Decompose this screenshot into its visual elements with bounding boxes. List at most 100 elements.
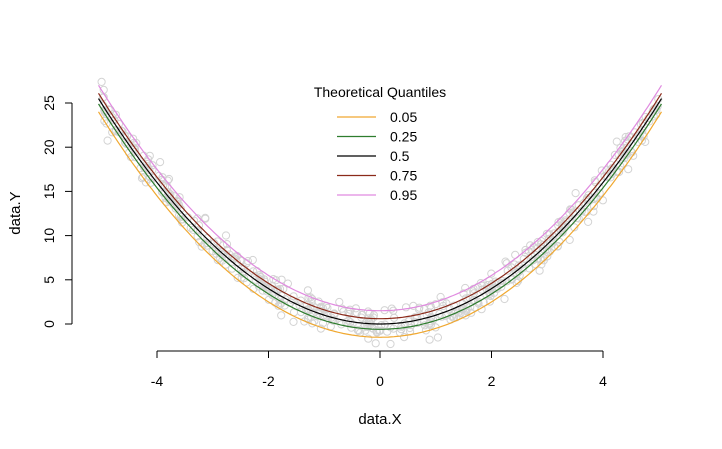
data-point bbox=[300, 317, 309, 326]
data-point bbox=[175, 193, 184, 202]
data-point bbox=[195, 238, 204, 247]
data-point bbox=[565, 217, 574, 226]
data-point bbox=[442, 299, 451, 308]
data-point bbox=[589, 202, 599, 211]
data-point bbox=[412, 313, 421, 322]
data-point bbox=[458, 299, 467, 308]
data-point bbox=[414, 305, 423, 314]
data-point bbox=[473, 297, 483, 306]
data-point bbox=[450, 301, 459, 310]
x-tick-label-3: 2 bbox=[488, 373, 496, 389]
y-tick-label-4: 20 bbox=[41, 139, 57, 155]
y-tick-label-0: 0 bbox=[41, 320, 57, 328]
data-point bbox=[400, 333, 409, 342]
y-tick-label-1: 5 bbox=[41, 276, 57, 284]
data-point bbox=[570, 223, 579, 232]
data-point bbox=[629, 151, 638, 160]
quantile-curve-0.95 bbox=[97, 84, 663, 312]
data-point bbox=[584, 217, 593, 226]
data-point bbox=[483, 281, 492, 290]
quantile-curve-0.25 bbox=[97, 103, 663, 330]
data-point bbox=[364, 334, 373, 343]
data-point bbox=[240, 274, 249, 283]
data-point bbox=[574, 201, 583, 210]
legend: Theoretical Quantiles 0.05 0.25 0.5 0.75 0.9… bbox=[314, 84, 446, 203]
legend-label-0.25: 0.25 bbox=[390, 129, 417, 145]
data-point bbox=[193, 232, 202, 241]
data-point bbox=[612, 167, 621, 176]
data-point bbox=[501, 257, 510, 266]
quantile-curve-0.75 bbox=[97, 92, 663, 320]
y-axis-title: data.Y bbox=[7, 191, 24, 234]
data-point bbox=[574, 214, 583, 223]
y-tick-label-3: 15 bbox=[41, 183, 57, 199]
data-point bbox=[193, 214, 202, 223]
data-point bbox=[102, 119, 111, 128]
data-point bbox=[485, 297, 494, 306]
quantile-curve-0.05 bbox=[97, 111, 663, 338]
data-point bbox=[108, 128, 117, 137]
data-point bbox=[248, 255, 257, 265]
data-point bbox=[269, 275, 278, 284]
data-point bbox=[103, 136, 112, 145]
data-point bbox=[526, 241, 535, 250]
data-point bbox=[201, 213, 210, 222]
data-point bbox=[502, 259, 511, 268]
legend-title: Theoretical Quantiles bbox=[314, 84, 446, 100]
data-point bbox=[365, 309, 374, 318]
legend-label-0.05: 0.05 bbox=[390, 109, 417, 125]
data-point bbox=[137, 174, 147, 183]
x-tick-label-2: 0 bbox=[376, 373, 384, 389]
data-point bbox=[500, 294, 509, 304]
data-point bbox=[213, 237, 222, 246]
x-axis-title: data.X bbox=[358, 411, 401, 428]
data-point bbox=[565, 235, 574, 244]
data-point bbox=[545, 230, 554, 239]
legend-entries: 0.05 0.25 0.5 0.75 0.95 bbox=[337, 109, 417, 203]
data-point bbox=[371, 339, 380, 348]
legend-label-0.75: 0.75 bbox=[390, 168, 417, 184]
data-point bbox=[323, 303, 332, 313]
data-point bbox=[148, 161, 157, 170]
data-point bbox=[621, 132, 630, 142]
data-point bbox=[221, 231, 231, 240]
data-point bbox=[612, 137, 621, 146]
y-axis-ticks: 0 5 10 15 20 25 bbox=[41, 95, 72, 328]
data-point bbox=[243, 257, 252, 266]
data-point bbox=[386, 339, 395, 349]
quantile-curves bbox=[97, 84, 663, 338]
data-point bbox=[296, 296, 305, 305]
data-point bbox=[197, 242, 206, 251]
data-point bbox=[337, 304, 347, 313]
data-point bbox=[557, 226, 566, 235]
data-point bbox=[535, 266, 544, 275]
data-point bbox=[303, 286, 312, 295]
data-point bbox=[610, 150, 620, 159]
data-point bbox=[175, 211, 184, 220]
data-point bbox=[156, 158, 165, 167]
data-point bbox=[97, 77, 106, 87]
data-point bbox=[498, 277, 507, 286]
data-point bbox=[580, 207, 589, 216]
data-point bbox=[508, 274, 517, 283]
quantile-curve-0.5 bbox=[97, 98, 663, 325]
data-point bbox=[425, 335, 434, 344]
data-point bbox=[213, 256, 222, 265]
data-point bbox=[281, 295, 290, 304]
x-tick-label-1: -2 bbox=[262, 373, 275, 389]
data-point bbox=[222, 240, 232, 249]
data-point bbox=[519, 254, 528, 263]
data-point bbox=[322, 311, 331, 320]
data-point bbox=[233, 273, 242, 282]
data-point bbox=[542, 229, 552, 238]
data-point bbox=[230, 254, 239, 263]
data-point bbox=[217, 247, 226, 256]
data-point bbox=[459, 289, 468, 298]
data-point bbox=[249, 267, 258, 276]
data-point bbox=[132, 138, 141, 148]
data-point bbox=[108, 110, 118, 119]
data-point bbox=[344, 309, 353, 319]
y-tick-label-2: 10 bbox=[41, 228, 57, 244]
data-point bbox=[237, 264, 246, 274]
legend-label-0.5: 0.5 bbox=[390, 148, 410, 164]
